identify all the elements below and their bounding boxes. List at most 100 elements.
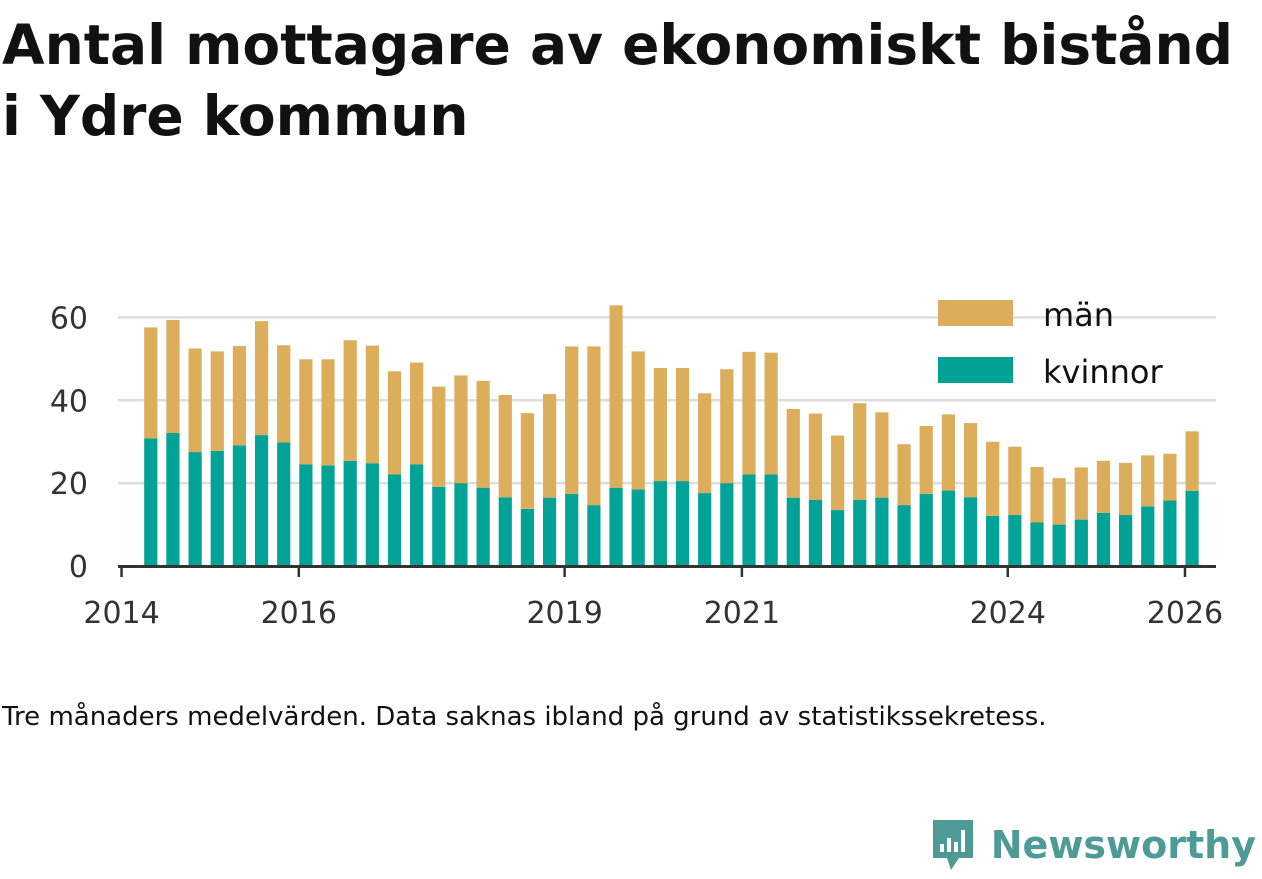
bar-kvinnor: [476, 487, 490, 566]
bar-man: [254, 321, 269, 436]
x-tick-label: 2019: [526, 596, 602, 631]
y-tick-label: 0: [69, 550, 88, 585]
bar-man: [454, 375, 468, 484]
bar-kvinnor: [786, 497, 800, 566]
bar-man: [720, 369, 734, 484]
bar-kvinnor: [410, 464, 424, 566]
bar-kvinnor: [853, 499, 867, 566]
bar-man: [1119, 462, 1133, 516]
bar-man: [786, 408, 800, 498]
legend-label-kvinnor: kvinnor: [1043, 353, 1164, 391]
bar-kvinnor: [698, 493, 712, 566]
x-tick-label: 2021: [704, 596, 780, 631]
y-tick-label: 40: [50, 384, 88, 419]
bar-kvinnor: [1141, 506, 1155, 566]
bar-kvinnor: [498, 497, 512, 566]
bar-kvinnor: [609, 487, 623, 566]
bar-man: [897, 444, 911, 506]
axes: 0 20 40 60 2014 2016 2019 2021 2024 2026: [50, 301, 1223, 631]
bar-kvinnor: [675, 481, 690, 566]
bar-kvinnor: [631, 489, 645, 566]
bar-kvinnor: [1163, 500, 1177, 566]
bar-man: [410, 362, 424, 465]
bar-kvinnor: [1185, 491, 1199, 566]
bar-kvinnor: [742, 474, 756, 566]
bar-kvinnor: [986, 515, 1000, 566]
bar-kvinnor: [343, 460, 357, 566]
chart-caption: Tre månaders medelvärden. Data saknas ib…: [2, 702, 1047, 732]
bar-kvinnor: [653, 481, 667, 566]
bar-man: [830, 435, 845, 511]
bar-man: [1052, 478, 1066, 525]
bar-kvinnor: [919, 493, 933, 566]
bar-man: [144, 327, 158, 439]
bar-kvinnor: [210, 450, 224, 566]
bar-man: [742, 351, 756, 475]
bar-man: [365, 345, 379, 464]
bar-kvinnor: [387, 474, 402, 566]
y-tick-label: 60: [50, 301, 88, 336]
bar-man: [520, 413, 535, 509]
bar-man: [1163, 453, 1177, 501]
legend-label-man: män: [1043, 296, 1114, 334]
bar-man: [1096, 460, 1111, 513]
bar-man: [1141, 455, 1155, 507]
legend-swatch-kvinnor: [938, 357, 1013, 383]
bar-man: [542, 394, 557, 498]
bar-kvinnor: [565, 493, 579, 566]
bar-man: [853, 403, 867, 500]
x-tick-label: 2014: [83, 596, 159, 631]
legend: män kvinnor: [938, 296, 1164, 391]
newsworthy-logo-icon: [932, 820, 973, 870]
bar-man: [188, 348, 202, 453]
bar-man: [919, 425, 933, 494]
bar-kvinnor: [720, 483, 734, 566]
bar-man: [587, 346, 601, 506]
bar-man: [764, 352, 778, 475]
bar-kvinnor: [875, 497, 889, 566]
bar-kvinnor: [1119, 515, 1133, 566]
bar-man: [875, 412, 889, 498]
bar-man: [963, 423, 978, 498]
x-tick-label: 2024: [970, 596, 1046, 631]
bar-kvinnor: [188, 452, 202, 566]
bar-kvinnor: [963, 497, 978, 566]
bar-kvinnor: [1052, 524, 1066, 566]
bar-kvinnor: [254, 435, 269, 566]
legend-swatch-man: [938, 300, 1013, 326]
bar-man: [1008, 446, 1022, 516]
bar-man: [1185, 431, 1199, 492]
bar-kvinnor: [808, 499, 823, 566]
bar-kvinnor: [432, 486, 446, 566]
brand-name: Newsworthy: [990, 823, 1256, 867]
bar-kvinnor: [1030, 522, 1044, 566]
bar-man: [675, 367, 690, 482]
bar-man: [1030, 466, 1044, 523]
bar-kvinnor: [277, 442, 291, 566]
bar-man: [653, 367, 667, 482]
bar-man: [210, 351, 224, 451]
bar-man: [299, 359, 313, 465]
bar-man: [609, 305, 623, 488]
bar-man: [498, 394, 512, 498]
bar-man: [232, 346, 247, 446]
bar-kvinnor: [454, 483, 468, 566]
bar-kvinnor: [1008, 515, 1022, 566]
bar-man: [387, 371, 402, 475]
newsworthy-brand[interactable]: Newsworthy: [929, 816, 1256, 874]
bar-man: [432, 386, 446, 487]
bar-man: [277, 345, 291, 443]
bar-kvinnor: [299, 464, 313, 566]
bar-man: [166, 319, 180, 434]
bar-man: [476, 380, 490, 488]
bar-kvinnor: [144, 438, 158, 566]
bar-man: [986, 441, 1000, 516]
bar-kvinnor: [520, 508, 535, 566]
bar-man: [631, 351, 645, 490]
bar-kvinnor: [542, 497, 557, 566]
bar-man: [321, 359, 335, 466]
stacked-bar-chart: 0 20 40 60 2014 2016 2019 2021 2024 2026 män kvinn…: [50, 296, 1223, 631]
bar-man: [941, 414, 955, 491]
x-tick-label: 2026: [1147, 596, 1223, 631]
bar-man: [698, 393, 712, 494]
